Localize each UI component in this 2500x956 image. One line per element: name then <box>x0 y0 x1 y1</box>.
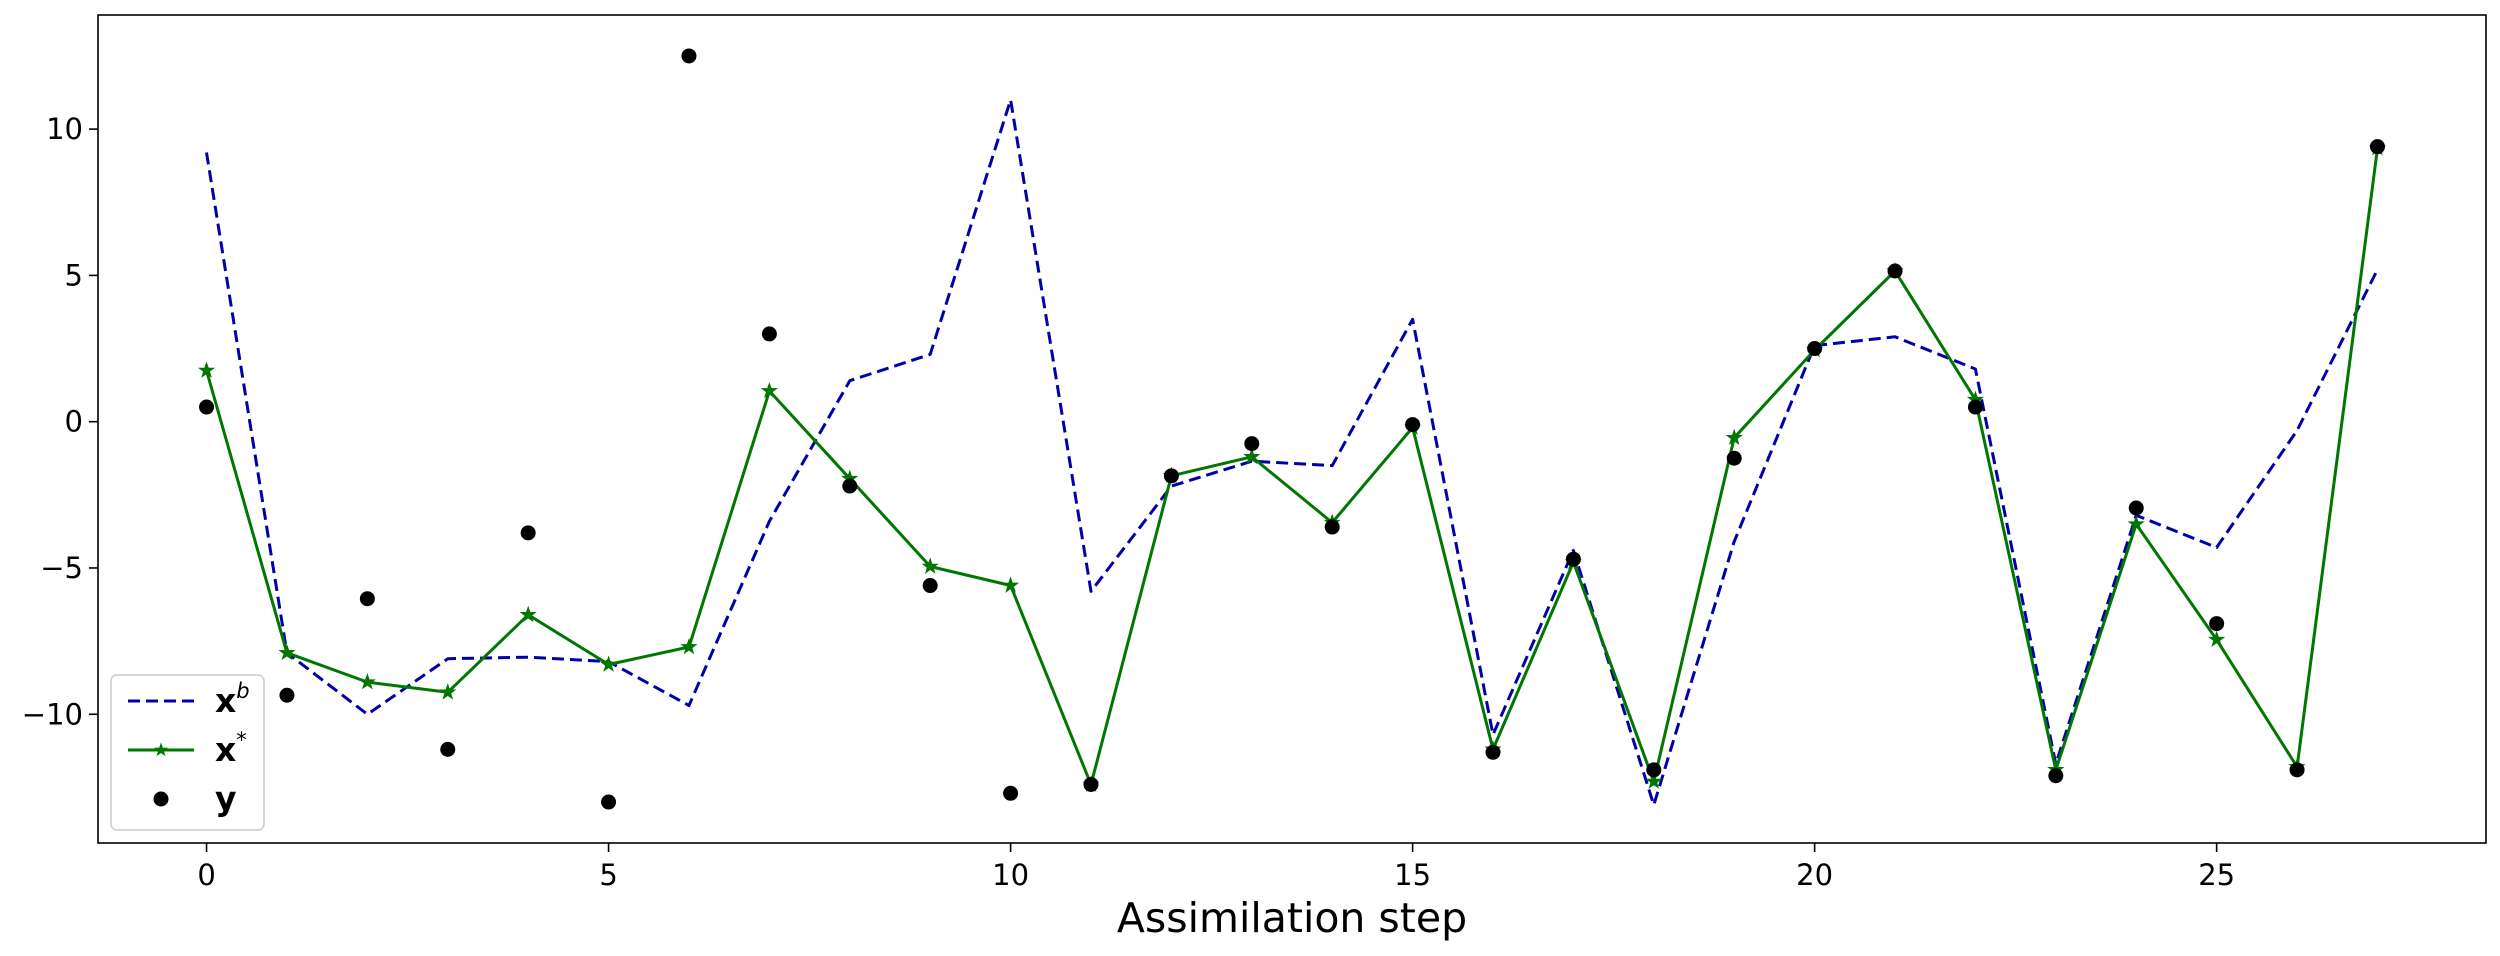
data-point-xstar <box>1725 428 1743 446</box>
data-point-xstar <box>760 381 778 399</box>
legend-label-base: x <box>215 730 236 769</box>
legend-label-y: y <box>215 779 237 818</box>
series-line-xb <box>205 98 2379 807</box>
data-point-y <box>2048 768 2064 784</box>
data-point-y <box>1163 468 1179 484</box>
legend-marker-xstar <box>153 742 169 757</box>
x-tick-label: 0 <box>197 858 215 892</box>
legend: xbx*y <box>110 674 265 831</box>
x-tick-label: 20 <box>1796 858 1833 892</box>
data-point-xstar <box>439 683 457 700</box>
data-point-y <box>1083 776 1099 792</box>
data-point-xstar <box>358 673 376 690</box>
x-tick-label: 15 <box>1394 858 1431 892</box>
x-axis-title: Assimilation step <box>1117 894 1467 942</box>
data-point-y <box>359 591 375 607</box>
x-axis: 0 5 10 15 20 25 <box>197 843 2235 892</box>
x-tick-label: 5 <box>599 858 617 892</box>
data-point-y <box>1324 519 1340 535</box>
data-point-y <box>199 399 215 415</box>
data-point-y <box>1003 785 1019 801</box>
data-point-y <box>601 794 617 810</box>
legend-label-base: x <box>215 681 236 720</box>
data-point-xstar <box>2208 630 2226 647</box>
y-tick-label: −10 <box>22 697 83 731</box>
series-line-xstar <box>205 147 2379 786</box>
data-point-y <box>1807 341 1823 357</box>
data-point-y <box>842 478 858 494</box>
data-point-y <box>1485 744 1501 760</box>
legend-marker-y <box>153 791 169 807</box>
legend-label-xstar: x* <box>215 728 247 769</box>
data-point-y <box>520 525 536 541</box>
data-point-xstar <box>1645 772 1663 789</box>
data-point-y <box>2128 500 2144 516</box>
data-point-xstar <box>680 637 698 655</box>
x-tick-label: 25 <box>2198 858 2235 892</box>
data-point-y <box>761 326 777 342</box>
data-point-y <box>279 687 295 703</box>
data-point-y <box>2369 139 2385 155</box>
data-point-xstar <box>197 361 216 378</box>
y-axis: −10 −5 0 5 10 <box>22 112 98 731</box>
data-point-y <box>1565 551 1581 567</box>
data-point-y <box>1244 436 1260 452</box>
data-point-y <box>681 48 697 64</box>
data-point-xstar <box>599 655 618 672</box>
data-point-y <box>1646 762 1662 778</box>
data-point-y <box>1887 263 1903 279</box>
data-point-xstar <box>278 643 296 661</box>
data-point-y <box>922 578 938 594</box>
data-point-y <box>1726 450 1742 466</box>
data-point-xstar <box>921 557 939 574</box>
legend-label-xb: xb <box>215 679 250 720</box>
y-tick-label: 0 <box>65 405 83 439</box>
legend-label-sup: * <box>236 728 247 752</box>
y-tick-label: 10 <box>46 112 83 146</box>
plot-lines <box>205 98 2379 807</box>
data-point-xstar <box>519 605 537 623</box>
y-tick-label: −5 <box>40 551 83 585</box>
y-tick-label: 5 <box>65 258 83 292</box>
data-point-y <box>2289 762 2305 778</box>
legend-label-sup: b <box>236 679 249 703</box>
legend-box <box>110 674 265 831</box>
data-point-xstar <box>1243 447 1261 465</box>
plot-markers <box>197 48 2387 810</box>
x-tick-label: 10 <box>992 858 1029 892</box>
data-point-xstar <box>2127 515 2145 532</box>
plot-frame <box>97 14 2487 844</box>
data-point-y <box>1967 399 1983 415</box>
data-point-xstar <box>1002 576 1020 593</box>
legend-label-base: y <box>215 779 237 818</box>
data-point-y <box>1405 417 1421 433</box>
data-point-y <box>2209 616 2225 632</box>
data-point-y <box>440 741 456 757</box>
